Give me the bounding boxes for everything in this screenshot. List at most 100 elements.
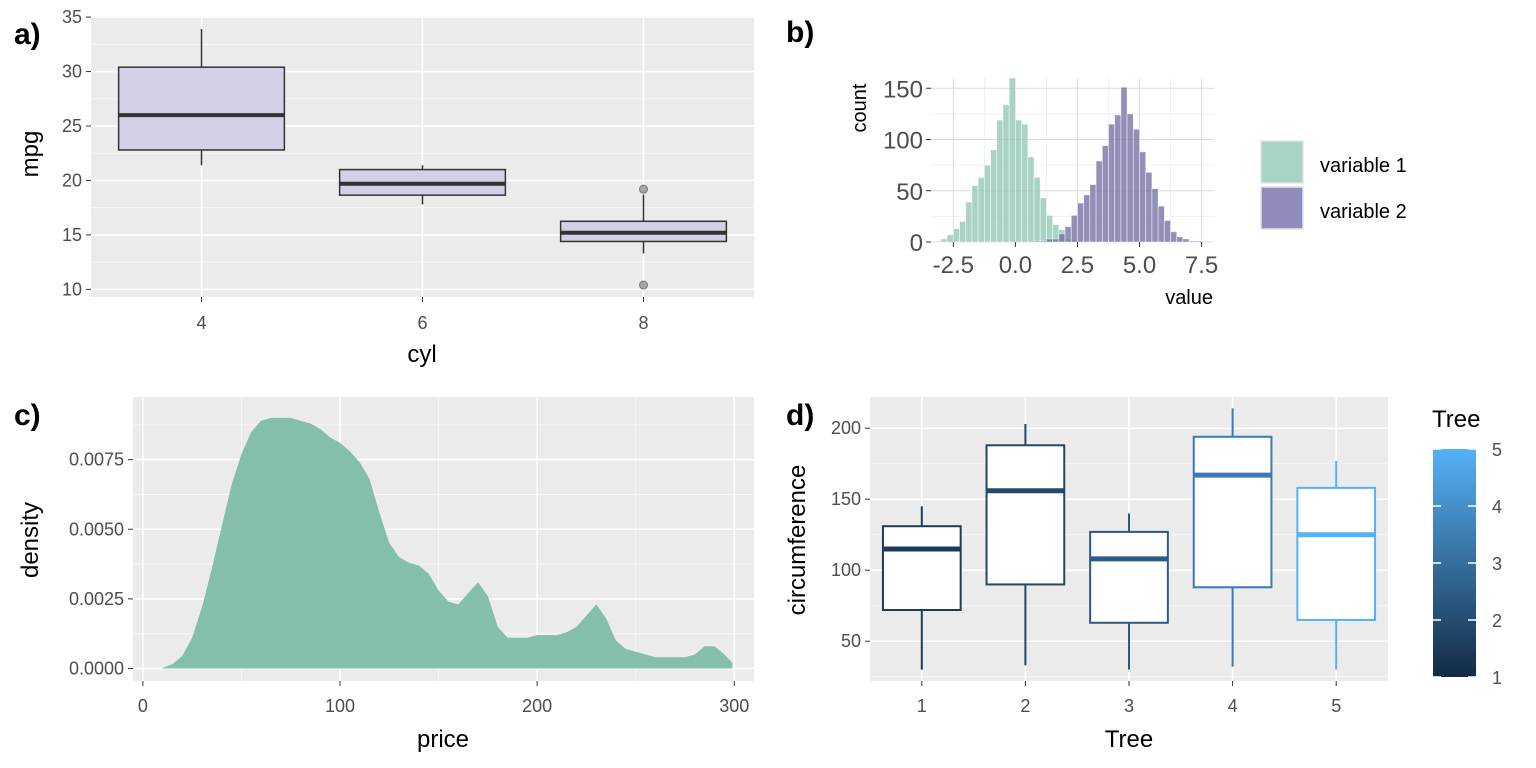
panel-b-histogram-bar-series-2 [1182, 238, 1190, 243]
panel-b-histogram-bar-series-2 [1176, 236, 1184, 243]
panel-c-label: c) [14, 399, 41, 432]
panel-c-marks [162, 417, 733, 669]
legend-swatch-variable-2 [1260, 186, 1304, 230]
legend-swatch-variable-1 [1260, 140, 1304, 184]
panel-c-xlabel: price [417, 726, 469, 753]
panel-b-histogram-bar-series-1 [934, 240, 942, 243]
colorbar-tick-label: 4 [1492, 497, 1502, 517]
panel-b-legend: variable 1 variable 2 [1260, 140, 1407, 230]
panel-d-xtick-label: 5 [1331, 696, 1341, 716]
panel-b-histogram-bar-series-1 [977, 177, 985, 243]
panel-c-chart: 0.0000 0.0025 0.0050 0.0075 0 100 200 300 price… [17, 397, 754, 753]
panel-a-xtick-label: 6 [417, 313, 427, 333]
panel-d-ytick-label: 200 [831, 418, 861, 438]
panel-b-ylabel: count [849, 83, 871, 132]
panel-a-ytick-label: 20 [62, 170, 82, 190]
panel-d-axes: 50 100 150 200 1 2 3 4 5 [831, 418, 1341, 716]
panel-c-ytick-label: 0.0000 [69, 658, 124, 678]
panel-b-histogram-bar-series-2 [1101, 145, 1109, 243]
panel-a-chart: 10 15 20 25 30 35 4 6 8 cyl mpg [17, 7, 754, 368]
panel-b-histogram-bar-series-1 [1002, 104, 1010, 243]
panel-b-histogram-bar-series-1 [965, 201, 973, 243]
panel-a-ylabel: mpg [17, 131, 44, 178]
panel-b-xtick-label: 7.5 [1185, 252, 1218, 279]
panel-d-xtick-label: 2 [1020, 696, 1030, 716]
panel-c-xtick-label: 100 [325, 696, 355, 716]
colorbar-tick-label: 3 [1492, 554, 1502, 574]
panel-b-histogram-bar-series-1 [983, 164, 991, 243]
panel-c-xtick-label: 300 [719, 696, 749, 716]
panel-d-box [1296, 486, 1377, 621]
panel-b-histogram-bar-series-2 [1151, 188, 1159, 243]
panel-b-histogram-bar-series-1 [1046, 214, 1054, 243]
panel-b-histogram-bar-series-2 [1064, 226, 1072, 243]
panel-b-chart: 0 50 100 150 -2.5 0.0 2.5 5.0 7.5 value count va… [849, 76, 1407, 309]
panel-a-ytick-label: 25 [62, 116, 82, 136]
panel-d-label: d) [786, 399, 814, 432]
legend-label-variable-1: variable 1 [1320, 155, 1407, 177]
panel-b-histogram-bar-series-1 [1008, 77, 1016, 243]
panel-d-ytick-label: 150 [831, 489, 861, 509]
panel-d-xtick-label: 3 [1124, 696, 1134, 716]
panel-b-histogram-bar-series-2 [1132, 128, 1140, 243]
panel-d-box [1192, 435, 1273, 589]
panel-b-histogram-bar-series-1 [1021, 123, 1029, 243]
panel-b-histogram-bar-series-1 [1033, 177, 1041, 243]
panel-b-histogram-bar-series-2 [1120, 86, 1128, 243]
colorbar-tick-label: 1 [1492, 668, 1502, 688]
panel-b-histogram-bar-series-2 [1139, 151, 1147, 243]
panel-a-axes: 10 15 20 25 30 35 4 6 8 [62, 7, 649, 333]
colorbar-tick-label: 2 [1492, 611, 1502, 631]
colorbar-title: Tree [1432, 406, 1480, 433]
panel-a-label: a) [14, 18, 41, 51]
panel-b-histogram-bar-series-2 [1058, 233, 1066, 243]
panel-b-xtick-label: -2.5 [933, 252, 974, 279]
panel-b-xtick-label: 5.0 [1123, 252, 1156, 279]
panel-d-colorbar-legend: Tree 5 4 3 2 1 [1432, 406, 1502, 688]
panel-b-xlabel: value [1165, 287, 1213, 309]
panel-b-histogram-bar-series-2 [1170, 231, 1178, 243]
panel-c-xtick-label: 200 [522, 696, 552, 716]
panel-b-histogram-bar-series-1 [940, 238, 948, 243]
panel-b-histogram-bar-series-1 [1015, 119, 1023, 243]
panel-b-histogram-bar-series-2 [1145, 171, 1153, 243]
panel-b-histogram-bar-series-2 [1039, 240, 1047, 243]
panel-b-histogram-bar-series-2 [1194, 240, 1202, 243]
colorbar-tick-label: 5 [1492, 440, 1502, 460]
panel-b-ytick-label: 100 [883, 128, 923, 155]
panel-d-box [881, 525, 962, 611]
panel-d-chart: 50 100 150 200 1 2 3 4 5 Tree circumference Tree… [784, 397, 1502, 753]
panel-b-xtick-label: 2.5 [1061, 252, 1094, 279]
panel-b-histogram-bar-series-1 [952, 228, 960, 243]
panel-d-box [985, 444, 1066, 586]
panel-b-histogram-bar-series-1 [996, 119, 1004, 243]
panel-a-xlabel: cyl [407, 341, 436, 368]
panel-a-ytick-label: 30 [62, 62, 82, 82]
panel-b-xtick-label: 0.0 [999, 252, 1032, 279]
panel-b-histogram-bar-series-1 [971, 185, 979, 243]
panel-c-ytick-label: 0.0075 [69, 450, 124, 470]
panel-b-histogram-bar-series-2 [1052, 238, 1060, 243]
panel-b-histogram-bar-series-2 [1046, 238, 1054, 243]
panel-b-histogram-bar-series-1 [990, 149, 998, 243]
panel-b-histogram-bar-series-2 [1126, 113, 1134, 243]
panel-b-histogram-bar-series-1 [1027, 156, 1035, 243]
panel-a-marks [117, 29, 728, 290]
panel-a-ytick-label: 35 [62, 7, 82, 27]
panel-b-histogram-bar-series-2 [1077, 202, 1085, 243]
panel-a-xtick-label: 8 [638, 313, 648, 333]
panel-b-ytick-label: 150 [883, 76, 923, 103]
panel-c-ytick-label: 0.0025 [69, 589, 124, 609]
panel-d-box [1089, 530, 1169, 624]
panel-a-box [117, 66, 286, 151]
panel-a-xtick-label: 4 [196, 313, 206, 333]
panel-a-outlier-point [639, 280, 648, 290]
panel-d-ylabel: circumference [784, 465, 811, 616]
panel-b-histogram-bar-series-1 [1039, 197, 1047, 243]
panel-c-density-area [162, 417, 733, 669]
panel-b-ytick-label: 50 [896, 179, 923, 206]
panel-b-histogram-bar-series-1 [946, 234, 954, 243]
panel-c-ylabel: density [17, 502, 44, 578]
panel-d-marks [881, 408, 1377, 670]
panel-c-axes: 0.0000 0.0025 0.0050 0.0075 0 100 200 300 [69, 450, 749, 716]
